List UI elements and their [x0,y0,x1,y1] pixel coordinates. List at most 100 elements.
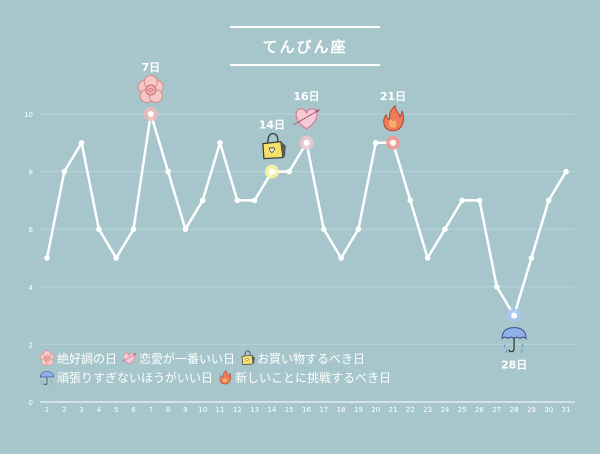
arrow-shaft [293,109,320,126]
x-tick-label: 5 [114,406,118,414]
x-tick-label: 16 [302,406,311,414]
data-point [338,255,344,261]
x-tick-label: 28 [510,406,519,414]
legend-item: 絶好調の日 [38,350,117,367]
chart-title-box: てんびん座 [230,26,380,66]
chart-title: てんびん座 [262,37,348,56]
rain-drop [505,349,508,353]
flame-outer [219,369,231,385]
data-point [355,226,362,232]
umbrella-icon [40,371,54,386]
y-tick-label: 0 [29,399,33,407]
heart-shape [295,108,318,130]
flame-icon [219,369,231,385]
x-tick-label: 1 [45,406,49,414]
data-point [182,226,189,232]
rain-drop [520,349,523,353]
y-tick-label: 8 [29,169,33,177]
x-tick-label: 20 [371,406,380,414]
shopping-bag-icon [241,350,255,365]
heart-icon [293,108,320,130]
flower-icon [39,350,55,366]
x-tick-label: 7 [149,406,153,414]
rain-drop [521,343,524,347]
data-point [78,140,85,146]
data-point [424,255,431,261]
data-point [165,168,171,175]
data-point [44,255,50,261]
flower-icon [137,75,164,103]
annotation-label: 16日 [293,90,319,103]
flower-center [145,84,157,96]
y-tick-label: 10 [24,111,33,119]
x-tick-label: 11 [216,406,225,414]
rain-drop [51,380,53,382]
bag-heart [245,358,249,362]
umbrella-icon [40,371,54,386]
data-point [407,197,414,204]
highlight-point [147,111,154,117]
heart-icon [121,352,137,365]
legend-label: 頑張りすぎないほうがいい日 [57,371,214,385]
data-point [96,226,102,232]
x-tick-label: 6 [131,406,136,414]
highlight-point [268,168,275,175]
annotation-label: 7日 [141,61,160,74]
x-tick-label: 31 [562,406,571,414]
data-point [459,197,466,204]
data-point [286,168,293,175]
data-point [199,197,206,204]
swirl [45,357,49,360]
y-tick-label: 4 [29,284,34,292]
x-tick-label: 23 [423,406,432,414]
y-tick-label: 2 [29,341,33,349]
umbrella-canopy [40,371,54,379]
x-tick-label: 9 [183,406,187,414]
umbrella-handle [43,376,48,385]
annotation-label: 28日 [501,359,527,372]
bag-handle [244,350,251,356]
shopping-bag-icon [262,132,286,160]
rain-drop [50,383,52,386]
legend-item: 頑張りすぎないほうがいい日 [38,369,213,386]
x-tick-label: 26 [475,406,484,414]
flame-outer [383,104,404,132]
data-point [113,255,119,261]
flame-inner [388,118,397,128]
umbrella-handle [508,337,515,353]
highlight-point [390,139,396,146]
x-tick-label: 2 [62,406,66,414]
x-tick-label: 22 [406,406,415,414]
legend-label: 絶好調の日 [57,352,118,366]
legend: 絶好調の日 恋愛が一番いい日 お買い物するべき日 頑張りすぎないほうがいい日 新しいこ… [38,349,394,387]
swirl [147,88,155,92]
x-tick-label: 21 [389,406,398,414]
data-point [61,168,68,175]
legend-label: 新しいことに挑戦するべき日 [235,371,392,385]
data-point [528,255,535,261]
x-tick-label: 12 [233,406,242,414]
legend-item: お買い物するべき日 [238,350,365,367]
x-tick-label: 8 [166,406,170,414]
rain-drop [42,383,44,386]
legend-row: 頑張りすぎないほうがいい日 新しいことに挑戦するべき日 [38,368,394,387]
legend-label: お買い物するべき日 [257,352,366,366]
annotation-label: 21日 [380,90,406,103]
x-tick-label: 27 [492,406,501,414]
data-point [545,197,552,204]
x-tick-label: 17 [319,406,328,414]
data-point [563,168,569,175]
legend-item: 恋愛が一番いい日 [120,350,235,367]
x-tick-label: 13 [250,406,259,414]
data-point [251,197,258,204]
data-point [217,140,223,146]
flame-icon [383,104,404,132]
data-point [130,226,137,232]
bag-side [280,141,286,158]
rain-drop [503,344,506,348]
umbrella-icon [501,327,527,353]
shopping-bag-icon [241,350,255,365]
annotation-label: 14日 [259,119,285,132]
data-point [494,284,500,290]
